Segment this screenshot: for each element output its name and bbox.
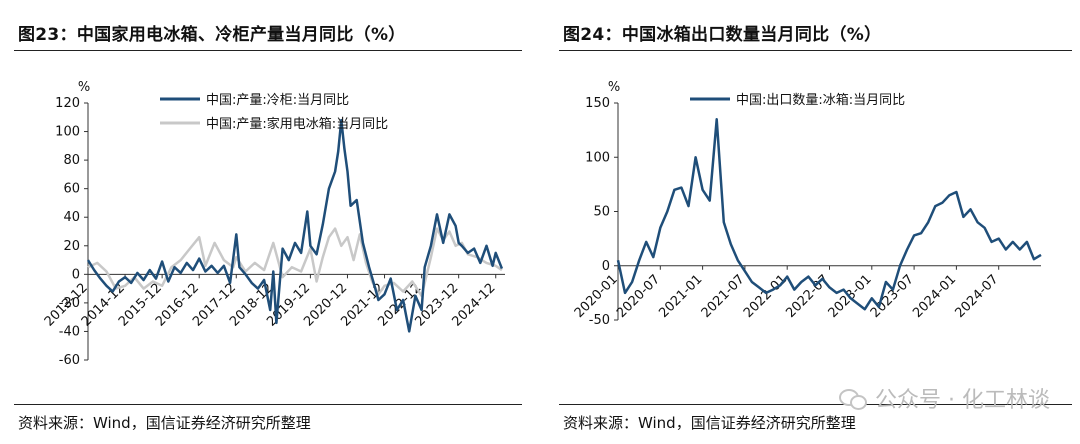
legend-label: 中国:产量:冷柜:当月同比 [206, 93, 349, 108]
figure-24-title: 图24：中国冰箱出口数量当月同比（%） [563, 25, 882, 45]
x-tick-label: 2024-01 [910, 272, 959, 321]
series-line [616, 118, 1042, 311]
series-line [86, 118, 504, 333]
watermark: 公众号 · 化工林谈 [839, 382, 1050, 414]
series-line [87, 227, 503, 298]
figure-23-title: 图23：中国家用电冰箱、冷柜产量当月同比（%） [18, 25, 406, 45]
y-tick-label: -60 [59, 353, 80, 368]
figure-23-panel: 图23：中国家用电冰箱、冷柜产量当月同比（%） -60 -40 -20 0 20 40 60… [0, 0, 530, 444]
y-tick-label: 50 [593, 205, 610, 220]
chart-24: -50050100150%2020-012020-072021-012021-0… [572, 80, 1042, 328]
x-tick-label: 2022-07 [783, 272, 832, 321]
x-tick-label: 2024-07 [953, 272, 1002, 321]
legend-label: 中国:产量:家用电冰箱:当月同比 [206, 116, 388, 132]
y-tick-label: 60 [63, 182, 80, 197]
top-rule [559, 50, 1072, 51]
x-tick-label: 2022-01 [741, 272, 790, 321]
x-tick-label: 2021-07 [699, 272, 748, 321]
y-tick-label: 150 [585, 96, 610, 111]
x-tick-label: 2023-07 [868, 272, 917, 321]
y-axis-unit: % [608, 80, 620, 95]
y-tick-label: 100 [55, 125, 80, 140]
y-tick-label: -50 [589, 313, 610, 328]
y-tick-label: 0 [602, 259, 610, 274]
y-tick-label: 120 [55, 96, 80, 111]
watermark-text: 公众号 · 化工林谈 [875, 388, 1050, 413]
y-tick-label: -20 [59, 296, 80, 311]
figure-24-source: 资料来源：Wind，国信证券经济研究所整理 [563, 414, 856, 432]
bottom-rule [14, 404, 522, 405]
figure-23-source: 资料来源：Wind，国信证券经济研究所整理 [18, 414, 311, 432]
bottom-rule [559, 404, 1072, 405]
x-tick-label: 2021-01 [656, 272, 705, 321]
y-tick-label: 20 [63, 239, 80, 254]
y-tick-label: 80 [63, 153, 80, 168]
y-tick-label: 0 [72, 267, 80, 282]
y-tick-label: 40 [63, 210, 80, 225]
top-rule [14, 50, 522, 51]
y-axis-unit: % [78, 80, 90, 95]
legend-label: 中国:出口数量:冰箱:当月同比 [736, 92, 905, 108]
wechat-icon [839, 387, 868, 410]
y-tick-label: -40 [59, 324, 80, 339]
figure-24-panel: 图24：中国冰箱出口数量当月同比（%） -50 0 50 100 150% 2020-01… [545, 0, 1080, 444]
y-tick-label: 100 [585, 150, 610, 165]
chart-23: -60-40-20020406080100120%2013-122014-122… [42, 80, 505, 368]
